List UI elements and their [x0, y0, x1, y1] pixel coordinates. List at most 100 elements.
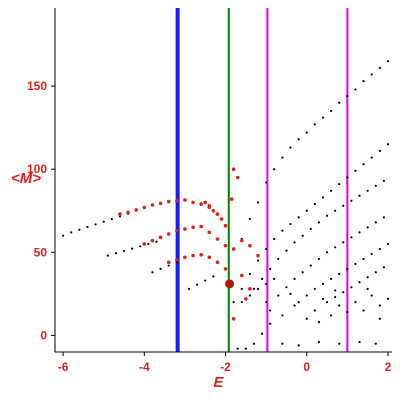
x-tick-label-1: -4	[139, 360, 150, 374]
data-point-s1-25	[199, 224, 203, 229]
data-point-s0-34	[281, 342, 284, 345]
data-point-s0-55	[362, 80, 365, 83]
data-point-s0-118	[362, 257, 365, 261]
data-point-s0-99	[301, 271, 304, 274]
data-point-s0-41	[248, 217, 251, 221]
data-point-s0-36	[317, 340, 321, 344]
data-point-s0-20	[187, 287, 191, 290]
data-point-s1-32	[183, 255, 187, 260]
data-point-s0-149	[265, 301, 268, 304]
data-point-s0-72	[338, 183, 341, 186]
data-point-s1-34	[199, 252, 203, 257]
data-point-s0-81	[269, 267, 272, 271]
data-point-s0-21	[196, 283, 199, 286]
data-point-s1-46	[244, 297, 248, 301]
data-point-s1-16	[207, 203, 212, 208]
data-point-s0-105	[350, 236, 353, 239]
highlight-point	[225, 279, 235, 289]
data-point-s1-28	[223, 243, 228, 248]
data-point-s0-60	[240, 287, 243, 290]
data-point-s1-43	[256, 253, 260, 258]
data-point-s0-39	[374, 342, 377, 345]
data-point-s0-142	[378, 304, 381, 307]
x-tick-label-4: 2	[385, 360, 392, 374]
data-point-s0-90	[342, 204, 345, 207]
data-point-s0-22	[204, 279, 207, 282]
data-point-s1-47	[231, 316, 236, 321]
data-point-s0-108	[374, 221, 377, 224]
data-point-s1-8	[183, 198, 187, 202]
data-point-s0-9	[106, 254, 109, 257]
data-point-s0-46	[289, 146, 292, 149]
data-point-s1-4	[150, 203, 155, 207]
data-point-s0-31	[269, 322, 272, 325]
data-point-s0-121	[386, 242, 390, 246]
data-point-s0-69	[313, 202, 316, 206]
data-point-s0-82	[277, 257, 280, 261]
data-point-s1-18	[142, 242, 147, 246]
data-point-s0-116	[346, 267, 349, 271]
y-tick-label-1: 50	[34, 245, 48, 259]
data-point-s0-58	[386, 60, 390, 63]
data-point-s1-31	[175, 257, 179, 262]
data-point-s0-74	[354, 169, 357, 172]
data-point-s0-12	[131, 247, 134, 250]
axes	[54, 8, 392, 353]
data-point-s1-14	[223, 223, 228, 228]
data-point-s0-57	[378, 66, 381, 69]
data-point-s0-84	[293, 241, 296, 244]
data-point-s0-85	[301, 234, 304, 237]
data-point-s1-22	[175, 228, 179, 233]
data-point-s1-41	[239, 238, 244, 243]
data-point-s0-1	[70, 231, 73, 234]
data-point-s0-101	[317, 257, 321, 261]
data-point-s0-131	[281, 314, 284, 317]
data-point-s0-95	[382, 179, 385, 182]
data-point-s0-132	[293, 304, 296, 307]
data-point-s0-49	[313, 123, 316, 126]
data-point-s0-66	[289, 222, 292, 226]
data-point-s0-89	[334, 209, 337, 212]
data-point-s0-65	[281, 229, 284, 232]
data-point-s1-2	[134, 208, 139, 212]
data-point-s0-122	[325, 301, 329, 304]
data-point-s0-86	[309, 227, 312, 231]
data-point-s0-138	[346, 311, 349, 314]
data-point-s0-5	[102, 220, 105, 223]
data-point-s0-76	[370, 156, 373, 159]
data-point-s0-28	[273, 277, 276, 280]
data-point-s0-83	[285, 249, 288, 252]
data-point-s0-7	[118, 215, 122, 218]
data-point-s0-145	[317, 320, 321, 324]
data-point-s1-13	[219, 217, 224, 221]
data-point-s0-11	[122, 249, 126, 253]
data-point-s1-29	[231, 247, 236, 251]
data-point-s0-112	[313, 287, 316, 290]
data-point-s0-91	[350, 199, 353, 202]
data-point-s0-87	[317, 221, 321, 224]
data-point-s0-68	[305, 209, 308, 212]
data-point-s0-139	[354, 301, 357, 304]
data-point-s1-23	[183, 227, 187, 231]
data-point-s0-129	[382, 266, 385, 269]
data-point-s0-25	[248, 294, 251, 297]
data-point-s0-71	[329, 189, 333, 192]
data-point-s0-126	[358, 281, 361, 284]
data-point-s0-114	[329, 277, 333, 280]
data-point-s0-96	[277, 294, 280, 297]
data-point-s0-97	[285, 286, 288, 289]
data-point-s0-98	[293, 277, 296, 280]
data-point-s0-88	[325, 214, 329, 217]
data-point-s0-106	[358, 231, 361, 234]
data-point-s1-36	[215, 260, 220, 265]
data-point-s0-111	[305, 294, 308, 297]
data-point-s0-54	[354, 88, 357, 91]
data-point-s0-0	[62, 234, 65, 237]
data-point-s1-44	[239, 273, 244, 278]
data-point-s1-24	[191, 225, 195, 230]
data-point-s0-78	[386, 143, 390, 146]
data-point-s0-48	[305, 131, 308, 134]
data-point-s1-0	[118, 212, 122, 216]
data-point-s0-67	[297, 216, 300, 219]
